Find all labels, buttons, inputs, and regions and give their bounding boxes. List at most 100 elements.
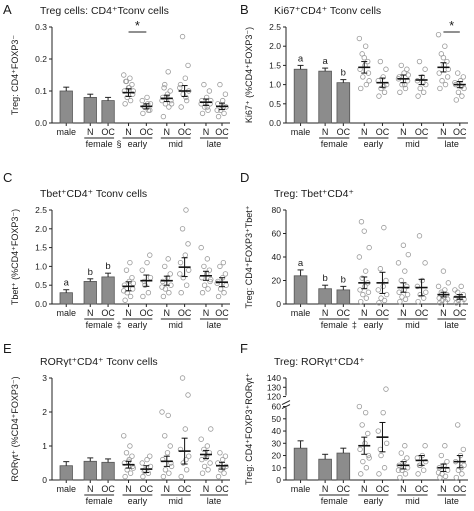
panel-c-point [167, 271, 173, 277]
panel-e-point [183, 456, 189, 463]
panel-a-point [203, 94, 210, 101]
panel-letter-c: C [3, 170, 12, 185]
panel-a-point [217, 107, 224, 113]
panel-a-point [122, 101, 128, 107]
panel-a-group-label: mid [168, 139, 183, 149]
panel-c-x-tick-label: OC [215, 308, 229, 318]
panel-b-point [383, 66, 389, 72]
panel-e-point [180, 460, 186, 466]
panel-e-point [222, 453, 229, 459]
panel-a-x-tick-label: N [203, 127, 210, 137]
panel-f-bar [293, 447, 308, 481]
panel-a-point [144, 94, 150, 101]
panel-a-point [199, 110, 206, 117]
panel-c-bar-letter: b [105, 261, 110, 272]
panel-f-bar [336, 452, 351, 481]
panel-d-point [399, 294, 405, 300]
panel-e-point [162, 433, 168, 439]
panel-f-y-tick-label: 30 [272, 438, 282, 448]
panel-d-x-tick-label: OC [337, 308, 351, 318]
panel-c-point [199, 290, 206, 296]
panel-f-point [397, 474, 403, 481]
panel-letter-b: B [240, 2, 249, 17]
panel-f-point [365, 452, 372, 459]
panel-b-group-label: female [321, 139, 348, 149]
panel-d-x-tick-label: N [440, 308, 447, 318]
panel-f-point [402, 443, 408, 449]
panel-d-point [414, 283, 421, 290]
panel-f-x-tick-label: male [291, 484, 311, 494]
panel-b-point [356, 35, 363, 42]
panel-d-x-tick-label: N [400, 308, 407, 318]
panel-b-title: Ki67⁺CD4⁺ Tconv cells [274, 5, 381, 17]
panel-e-point [124, 467, 130, 473]
panel-d-point [442, 287, 448, 293]
panel-b-bar [318, 70, 332, 124]
panel-d-y-tick-label: 40 [272, 252, 282, 262]
panel-f-y-tick-label: 130 [267, 382, 281, 392]
panel-e-x-tick-label: N [164, 484, 171, 494]
panel-c-point [177, 259, 184, 266]
panel-e-point [144, 456, 150, 463]
panel-d-bar-letter: b [322, 273, 327, 284]
panel-f-point [460, 446, 467, 453]
panel-c-point [159, 284, 165, 290]
panel-c-point [205, 286, 211, 292]
panel-f-axis-break [281, 400, 291, 410]
panel-letter-d: D [240, 170, 249, 185]
panel-f-point [461, 462, 467, 469]
panel-f-x-tick-label: N [440, 484, 447, 494]
panel-f-point [444, 458, 450, 465]
panel-b-point [363, 81, 370, 88]
panel-b-bar [293, 68, 308, 124]
panel-f-point [423, 458, 429, 465]
panel-b-point [436, 70, 442, 76]
panel-f-point [383, 440, 390, 446]
panel-f-point [366, 455, 372, 461]
panel-d-y-tick-label: 80 [272, 205, 282, 215]
panel-b-bar [336, 82, 351, 124]
panel-a-x-tick-label: male [56, 127, 76, 137]
panel-d-point [419, 277, 425, 284]
panel-f-point [415, 471, 421, 477]
panel-f-bar [318, 458, 332, 481]
panel-f-point [383, 386, 389, 392]
panel-e-point [201, 463, 208, 470]
panel-f-point [363, 465, 370, 471]
panel-a-point [178, 104, 184, 110]
panel-b-group-label: early [364, 139, 384, 149]
panel-c-point [123, 267, 130, 273]
panel-f-point [362, 440, 368, 446]
panel-a-point [221, 110, 227, 117]
panel-c-x-tick-label: N [203, 308, 210, 318]
panel-e-point [127, 470, 134, 476]
panel-f-point [455, 422, 461, 428]
panel-c-y-label: Tbet⁺ (%CD4⁺FOXP3⁻) [10, 209, 20, 305]
panel-e-point [122, 473, 128, 480]
panel-c-y-tick-label: 2.0 [35, 224, 47, 234]
panel-c-point [122, 297, 128, 303]
panel-c-point [129, 274, 135, 281]
panel-e-x-tick-label: OC [101, 484, 115, 494]
panel-a-y-tick-label: 0.3 [35, 22, 47, 32]
panel-e-point [147, 463, 154, 470]
panel-c-point [180, 274, 186, 281]
panel-f-y-tick-label: 40 [272, 426, 282, 436]
panel-f-point [395, 467, 402, 473]
panel-a-point [185, 62, 191, 69]
panel-a-x-tick-label: OC [140, 127, 154, 137]
panel-b-point [358, 85, 364, 92]
panel-d-point [445, 280, 452, 286]
panel-d-point [423, 289, 429, 295]
panel-d-point [358, 298, 364, 305]
panel-e-point [182, 426, 188, 432]
panel-f-y-tick-label: 10 [272, 463, 282, 473]
panel-d-x-tick-label: OC [453, 308, 467, 318]
panel-b-point [360, 74, 366, 80]
panel-e-point [215, 473, 222, 480]
panel-a-x-tick-label: N [87, 127, 94, 137]
panel-a-y-tick-label: 0.0 [35, 118, 47, 128]
panel-c-title: Tbet⁺CD4⁺ Tconv cells [40, 188, 147, 200]
panel-d-point [458, 283, 464, 290]
panel-b-point [415, 93, 421, 99]
